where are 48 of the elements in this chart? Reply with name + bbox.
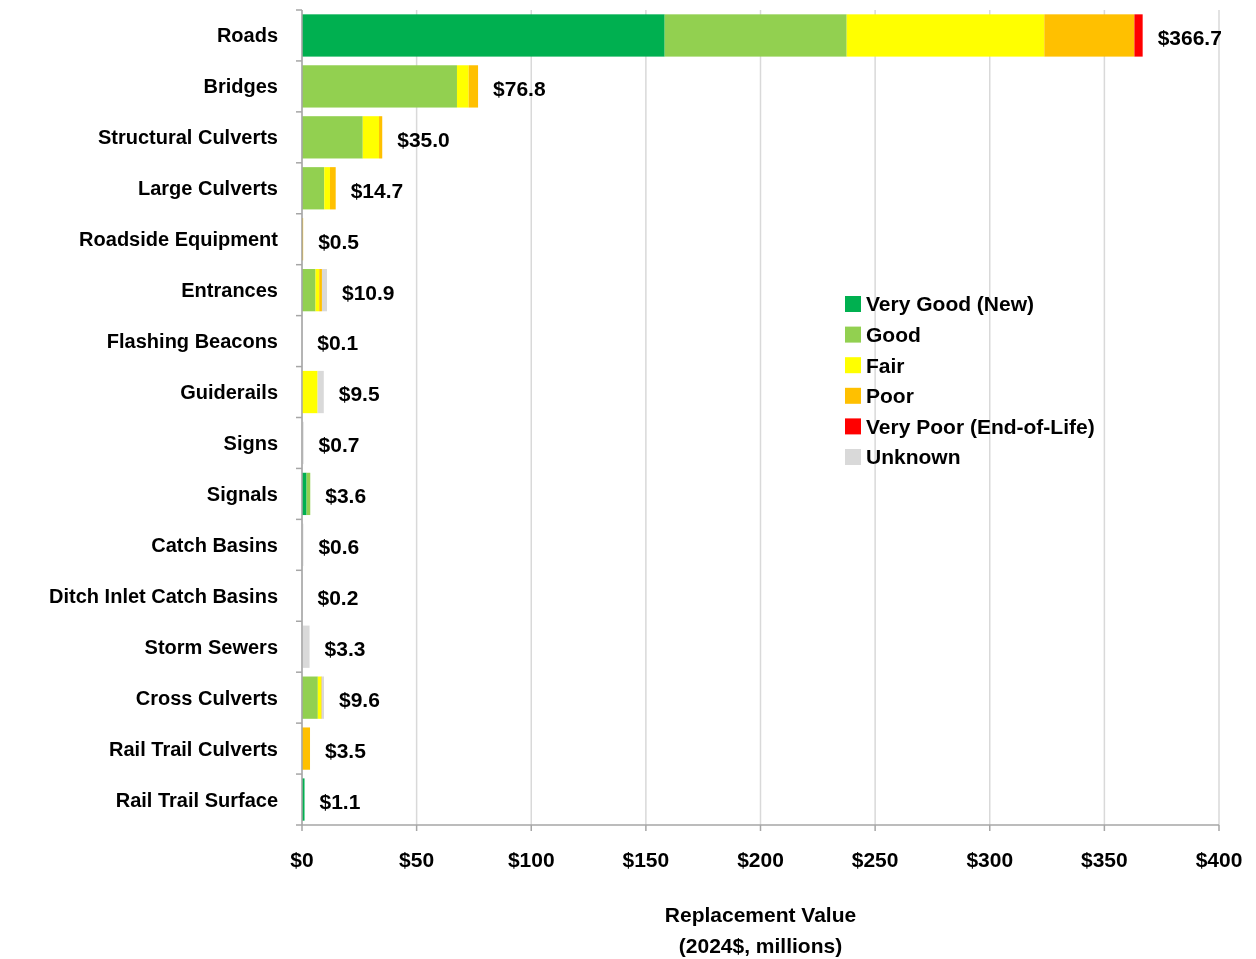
y-tick-label: Rail Trail Culverts: [109, 737, 278, 760]
y-tick-label: Catch Basins: [151, 533, 278, 556]
y-tick-label: Bridges: [203, 75, 278, 98]
total-label: $0.5: [318, 229, 360, 253]
y-tick-label: Signals: [206, 482, 278, 505]
total-label: $3.3: [324, 637, 366, 661]
total-label: $366.7: [1157, 25, 1222, 49]
total-label: $1.1: [319, 789, 361, 813]
y-tick-label: Cross Culverts: [135, 686, 278, 709]
total-label: $3.5: [325, 738, 367, 762]
legend-label: Good: [866, 322, 921, 346]
legend-label: Poor: [866, 384, 914, 408]
total-label: $0.1: [317, 331, 359, 355]
x-tick-label: $50: [399, 848, 435, 871]
x-tick-label: $100: [507, 848, 555, 871]
x-tick-label: $0: [290, 848, 314, 871]
y-tick-label: Signs: [223, 431, 278, 454]
x-tick-label: $200: [737, 848, 784, 871]
total-label: $3.6: [325, 484, 367, 508]
total-label: $76.8: [493, 76, 546, 100]
total-label: $9.6: [339, 688, 380, 712]
y-tick-label: Rail Trail Surface: [115, 788, 278, 811]
total-label: $35.0: [397, 127, 450, 151]
total-label: $10.9: [341, 280, 395, 304]
x-tick-label: $350: [1081, 848, 1128, 871]
y-tick-label: Storm Sewers: [144, 635, 278, 658]
y-tick-label: Ditch Inlet Catch Basins: [49, 584, 278, 607]
y-tick-label: Large Culverts: [137, 177, 278, 200]
legend-label: Very Good (New): [866, 292, 1035, 316]
y-tick-label: Roads: [216, 24, 278, 47]
y-tick-label: Guiderails: [180, 381, 278, 404]
y-tick-label: Flashing Beacons: [106, 330, 278, 353]
legend-label: Fair: [866, 353, 905, 377]
y-tick-label: Entrances: [181, 279, 278, 302]
total-label: $0.2: [317, 586, 359, 610]
x-tick-label: $250: [851, 848, 899, 871]
legend-label: Unknown: [866, 445, 961, 469]
x-tick-label: $150: [622, 848, 670, 871]
y-tick-label: Structural Culverts: [97, 126, 278, 149]
x-tick-label: $300: [966, 848, 1014, 871]
x-axis-title: Replacement Value (2024$, millions): [664, 903, 857, 957]
total-label: $0.7: [318, 433, 360, 457]
x-tick-label: $400: [1195, 848, 1243, 871]
total-label: $9.5: [338, 382, 380, 406]
total-label: $0.6: [318, 535, 360, 559]
legend-label: Very Poor (End-of-Life): [866, 414, 1095, 438]
y-tick-label: Roadside Equipment: [79, 228, 279, 251]
total-label: $14.7: [350, 178, 404, 202]
